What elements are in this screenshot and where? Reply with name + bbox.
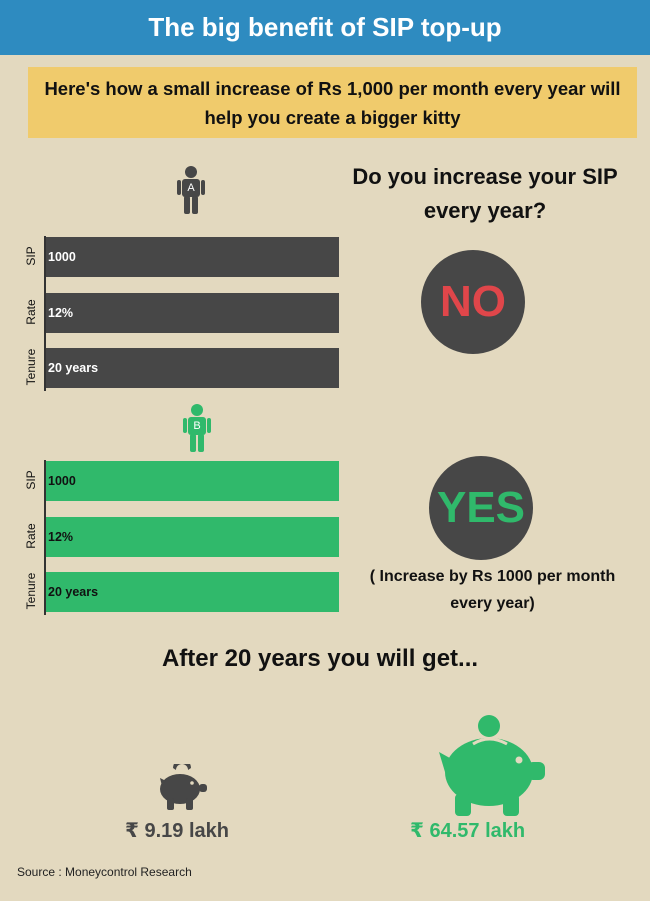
bar-rate-a: 12%	[46, 293, 339, 333]
source-credit: Source : Moneycontrol Research	[17, 865, 192, 879]
bar-sip-a: 1000	[46, 237, 339, 277]
row-label: SIP	[24, 246, 38, 266]
row-label: Rate	[24, 523, 38, 549]
axis-b	[44, 460, 46, 615]
row-label: Tenure	[24, 348, 38, 386]
rupee-icon: ₹	[410, 820, 424, 842]
row-label: Tenure	[24, 572, 38, 610]
piggy-bank-small-icon	[160, 764, 207, 810]
result-b-value: 64.57 lakh	[429, 820, 526, 842]
person-a-badge: A	[187, 182, 195, 194]
answer-yes-circle: YES	[429, 456, 533, 560]
answer-no-circle: NO	[421, 250, 525, 354]
bar-sip-b: 1000	[46, 461, 339, 501]
intro-text: Here's how a small increase of Rs 1,000 …	[44, 77, 621, 128]
page-title: The big benefit of SIP top-up	[0, 0, 650, 55]
result-a-amount: ₹ 9.19 lakh	[125, 818, 229, 843]
person-b-icon: B	[183, 404, 211, 452]
bar-tenure-a: 20 years	[46, 348, 339, 388]
question-text: Do you increase your SIP every year?	[352, 164, 618, 223]
result-a-value: 9.19 lakh	[144, 820, 229, 842]
bar-tenure-b: 20 years	[46, 572, 339, 612]
result-b-amount: ₹ 64.57 lakh	[410, 818, 525, 843]
bar-rate-b: 12%	[46, 517, 339, 557]
row-label: SIP	[24, 470, 38, 490]
intro-banner: Here's how a small increase of Rs 1,000 …	[28, 67, 637, 138]
piggy-bank-large-icon	[439, 715, 545, 816]
person-a-icon: A	[177, 166, 205, 214]
rupee-icon: ₹	[125, 820, 139, 842]
result-heading: After 20 years you will get...	[161, 645, 479, 672]
person-b-badge: B	[193, 420, 200, 432]
row-label: Rate	[24, 299, 38, 325]
increase-note: ( Increase by Rs 1000 per month every ye…	[369, 568, 616, 612]
axis-a	[44, 236, 46, 391]
